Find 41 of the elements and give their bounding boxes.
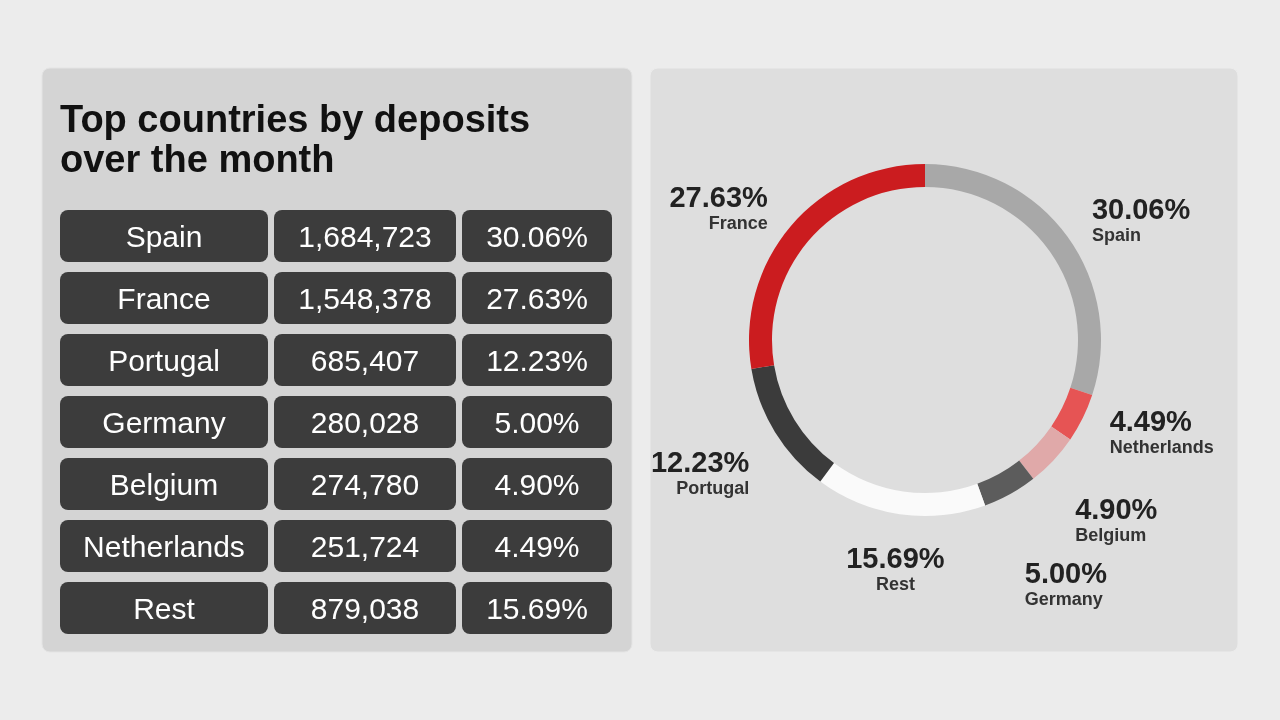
text: 251,724 (310, 530, 420, 563)
slice-label: France (708, 212, 768, 233)
slice-label: Spain (1091, 225, 1141, 246)
text: 274,780 (310, 468, 420, 501)
text: 280,028 (310, 406, 420, 439)
category-label: Rest (133, 592, 196, 625)
text: 12.23% (486, 344, 588, 377)
text: Top countries by deposits over the month (60, 98, 531, 180)
slice-label: Germany (1024, 589, 1103, 610)
text: 27.63% (486, 282, 588, 315)
data-label: 30.06% (1091, 193, 1191, 226)
data-label: 5.00% (1024, 557, 1108, 590)
text: 685,407 (310, 344, 420, 377)
slice-label: Belgium (1075, 525, 1147, 546)
text: 15.69% (486, 592, 588, 625)
text: 4.90% (494, 468, 580, 501)
text: 1,684,723 (298, 220, 432, 253)
donut-slice (820, 462, 986, 516)
donut-slice (1019, 426, 1071, 479)
slice-label: Portugal (676, 477, 750, 498)
category-label: Germany (102, 406, 226, 439)
category-label: France (117, 282, 211, 315)
data-label: 4.90% (1075, 493, 1158, 526)
category-label: Portugal (108, 344, 220, 377)
donut-slice (751, 365, 834, 482)
text: 879,038 (310, 592, 420, 625)
data-label: 27.63% (669, 180, 769, 213)
text: 1,548,378 (298, 282, 432, 315)
donut-slice (977, 460, 1034, 506)
text: 5.00% (494, 406, 580, 439)
category-label: Netherlands (83, 530, 245, 563)
slice-label: Rest (875, 573, 915, 594)
category-label: Spain (125, 220, 203, 253)
text: 30.06% (486, 220, 588, 253)
category-label: Belgium (109, 468, 219, 501)
data-label: 15.69% (846, 541, 945, 574)
donut-slice (1051, 387, 1093, 440)
text: 4.49% (494, 530, 580, 563)
data-label: 12.23% (650, 445, 750, 478)
data-label: 4.49% (1109, 405, 1193, 438)
slice-label: Netherlands (1109, 437, 1214, 458)
